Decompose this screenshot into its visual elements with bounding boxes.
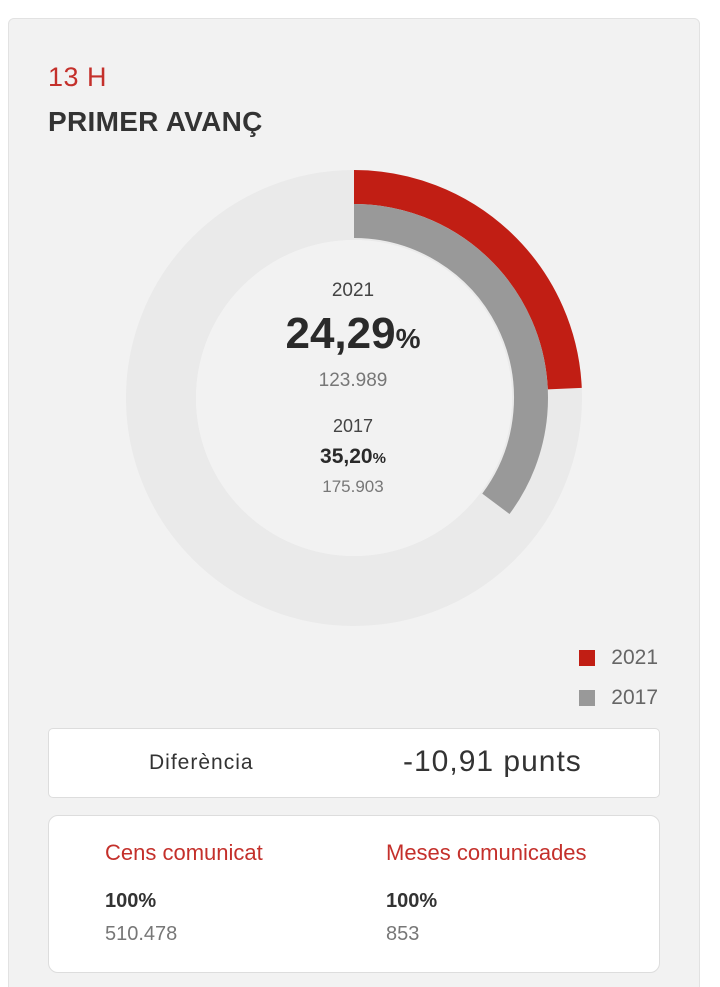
arc-2021 (353, 170, 582, 390)
stat-tables-percent: 100% (386, 890, 438, 912)
chart-legend: 2021 2017 (579, 638, 658, 718)
stat-tables-count: 853 (386, 923, 420, 945)
center-count-2017: 175.903 (322, 477, 384, 496)
legend-label-2021: 2021 (611, 646, 658, 669)
reporting-stats-box: Cens comunicat 100% 510.478 Meses comuni… (48, 815, 660, 973)
legend-swatch-2021 (579, 650, 596, 666)
stat-census-percent: 100% (105, 890, 157, 912)
center-percent-2017-suffix: % (372, 450, 386, 467)
arc-2017 (353, 204, 548, 514)
center-percent-2017-value: 35,20 (320, 445, 373, 468)
legend-item-2017: 2017 (579, 678, 658, 718)
time-label: 13 H (48, 62, 108, 92)
stat-tables-title: Meses comunicades (386, 840, 587, 865)
legend-swatch-2017 (579, 690, 596, 706)
donut-center-readout: 2021 24,29% 123.989 2017 35,20% 175.903 (203, 280, 503, 497)
donut-center-fill (196, 240, 512, 556)
center-percent-2021-value: 24,29 (285, 309, 396, 358)
legend-label-2017: 2017 (611, 686, 658, 709)
center-percent-2017: 35,20% (203, 445, 503, 469)
difference-label: Diferència (149, 751, 254, 774)
center-percent-2021-suffix: % (395, 323, 421, 354)
center-year-2021: 2021 (331, 280, 375, 301)
difference-value: -10,91 punts (403, 745, 582, 778)
center-count-2021: 123.989 (318, 370, 388, 391)
stat-census-title: Cens comunicat (105, 840, 263, 865)
stat-census-count: 510.478 (105, 923, 178, 945)
difference-box: Diferència -10,91 punts (48, 728, 660, 798)
stat-tables: Meses comunicades 100% 853 (386, 840, 587, 946)
stat-census: Cens comunicat 100% 510.478 (105, 840, 263, 946)
center-year-2017: 2017 (332, 416, 374, 436)
legend-item-2021: 2021 (579, 638, 658, 678)
turnout-donut-chart (126, 170, 582, 626)
section-title: PRIMER AVANÇ (48, 106, 263, 137)
center-percent-2021: 24,29% (203, 312, 503, 356)
